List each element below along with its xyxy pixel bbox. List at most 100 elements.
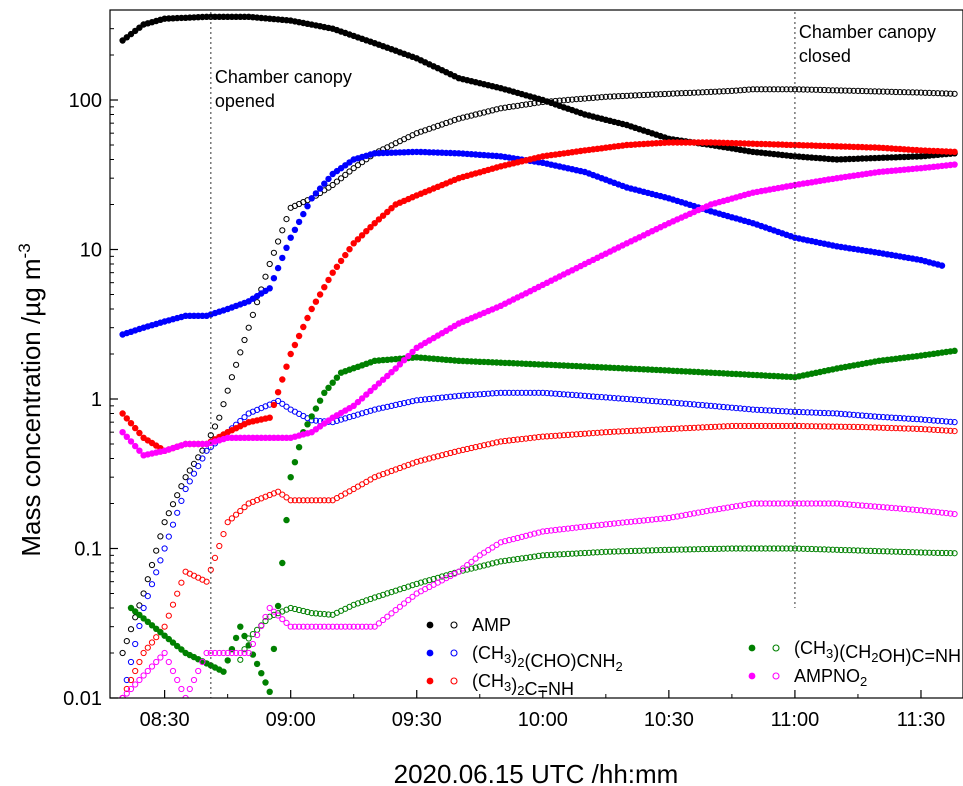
data-point bbox=[606, 520, 614, 528]
data-point bbox=[220, 401, 227, 408]
data-point bbox=[186, 467, 193, 474]
data-point bbox=[182, 474, 189, 481]
data-point bbox=[590, 94, 597, 102]
data-point bbox=[287, 234, 294, 241]
data-point bbox=[216, 649, 223, 657]
data-point bbox=[375, 216, 383, 223]
data-point bbox=[712, 506, 719, 513]
data-point bbox=[661, 90, 668, 98]
data-point bbox=[169, 601, 177, 608]
data-point bbox=[220, 649, 227, 657]
data-point bbox=[934, 509, 941, 516]
data-point bbox=[796, 86, 803, 93]
data-point bbox=[266, 604, 273, 612]
data-point bbox=[266, 260, 273, 268]
data-point bbox=[325, 184, 332, 191]
data-point bbox=[661, 426, 668, 433]
data-point bbox=[585, 523, 593, 530]
data-point bbox=[169, 501, 177, 508]
annotations: Chamber canopy opened Chamber canopy closed bbox=[210, 12, 936, 698]
data-point bbox=[796, 408, 803, 416]
data-point bbox=[926, 508, 933, 515]
data-point bbox=[720, 423, 727, 430]
legend-item: AMP bbox=[426, 615, 511, 635]
data-point bbox=[514, 555, 521, 563]
data-point bbox=[577, 430, 584, 438]
data-point bbox=[476, 563, 483, 570]
data-point bbox=[308, 610, 315, 617]
data-point bbox=[560, 432, 567, 439]
data-point bbox=[678, 400, 685, 407]
data-point bbox=[821, 500, 828, 507]
data-point bbox=[703, 89, 710, 96]
data-point bbox=[888, 414, 895, 421]
data-point bbox=[745, 501, 752, 508]
data-point bbox=[875, 413, 883, 420]
data-point bbox=[409, 593, 416, 600]
data-point bbox=[859, 412, 866, 419]
data-point bbox=[308, 305, 315, 313]
data-point bbox=[354, 162, 361, 169]
data-point bbox=[552, 97, 559, 105]
data-point bbox=[644, 427, 652, 434]
data-point bbox=[859, 547, 866, 554]
legend-label-part: 3 bbox=[826, 646, 833, 661]
data-point bbox=[178, 579, 185, 586]
data-point bbox=[691, 424, 698, 431]
data-point bbox=[791, 545, 799, 552]
data-point bbox=[552, 551, 559, 558]
data-point bbox=[640, 517, 647, 524]
data-point bbox=[951, 419, 958, 426]
data-point bbox=[350, 165, 357, 172]
data-point bbox=[800, 423, 807, 430]
data-point bbox=[384, 590, 391, 597]
data-point bbox=[917, 416, 925, 423]
data-point bbox=[674, 513, 681, 520]
data-point bbox=[312, 298, 320, 305]
data-point bbox=[119, 429, 126, 436]
data-point bbox=[800, 86, 807, 93]
data-point bbox=[233, 649, 240, 657]
data-point bbox=[169, 521, 177, 528]
data-point bbox=[451, 393, 458, 400]
data-point bbox=[863, 412, 870, 419]
data-point bbox=[926, 549, 933, 556]
data-point bbox=[409, 582, 416, 589]
data-point bbox=[274, 389, 282, 396]
data-point bbox=[724, 545, 731, 552]
data-point bbox=[333, 263, 341, 270]
data-point bbox=[316, 291, 324, 298]
data-point bbox=[863, 547, 870, 554]
data-point bbox=[501, 437, 509, 445]
data-point bbox=[165, 533, 172, 540]
data-point bbox=[447, 571, 454, 578]
data-point bbox=[632, 396, 639, 403]
data-point bbox=[161, 649, 168, 657]
data-point bbox=[829, 423, 836, 430]
data-point bbox=[581, 549, 588, 557]
data-point bbox=[888, 88, 895, 95]
data-point bbox=[762, 500, 769, 507]
data-point bbox=[325, 276, 332, 284]
data-point bbox=[304, 497, 311, 504]
data-point bbox=[594, 393, 601, 400]
data-point bbox=[724, 404, 731, 411]
data-point bbox=[506, 103, 513, 111]
data-point bbox=[901, 89, 908, 96]
data-point bbox=[552, 390, 559, 397]
data-point bbox=[178, 646, 185, 653]
data-point bbox=[405, 352, 412, 360]
legend-label-part: 3 bbox=[504, 651, 511, 666]
data-point bbox=[178, 497, 185, 504]
data-point bbox=[670, 90, 677, 97]
data-point bbox=[896, 89, 904, 96]
data-point bbox=[459, 567, 467, 574]
data-point bbox=[165, 612, 172, 619]
data-point bbox=[720, 88, 727, 95]
data-point bbox=[560, 526, 567, 533]
data-point bbox=[518, 555, 525, 562]
data-point bbox=[817, 500, 824, 507]
data-point bbox=[821, 86, 828, 94]
data-point bbox=[144, 667, 151, 675]
data-point bbox=[392, 587, 399, 594]
